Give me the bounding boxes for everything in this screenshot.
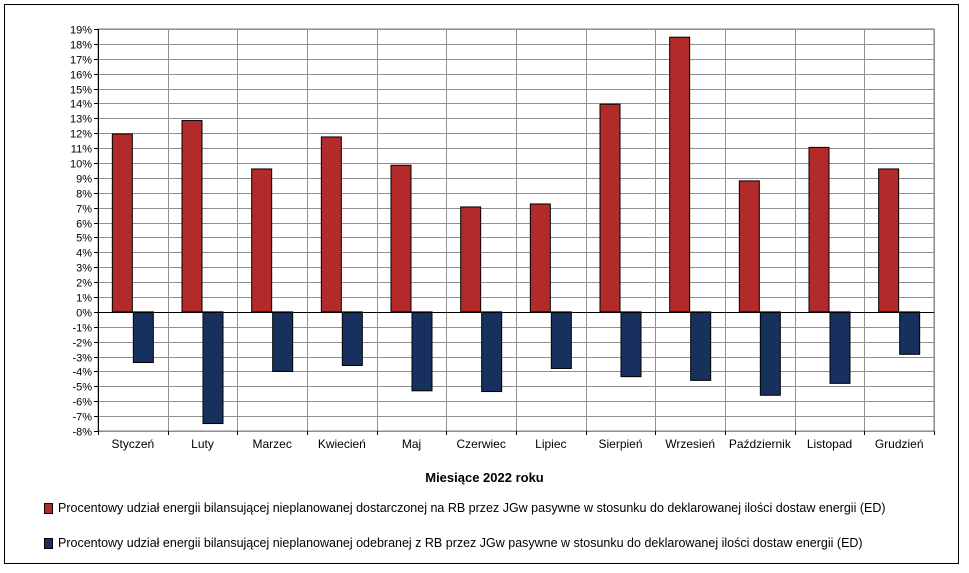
- bar-received: [620, 311, 642, 378]
- bar-delivered: [251, 168, 273, 313]
- bar-delivered: [181, 120, 203, 313]
- bar-delivered: [390, 164, 412, 313]
- bar-delivered: [460, 206, 482, 313]
- bar-delivered: [320, 136, 342, 313]
- y-tick-label: 5%: [76, 233, 92, 245]
- y-tick-label: -3%: [72, 353, 92, 365]
- x-tick-label: Marzec: [252, 437, 291, 451]
- bar-delivered: [878, 168, 900, 313]
- y-tick-label: 10%: [70, 159, 92, 171]
- bar-received: [481, 311, 503, 393]
- bar-received: [759, 311, 781, 396]
- y-tick-label: -4%: [72, 367, 92, 379]
- bar-delivered: [529, 203, 551, 313]
- bar-received: [411, 311, 433, 392]
- legend-label-delivered: Procentowy udział energii bilansującej n…: [58, 501, 886, 515]
- y-tick-label: -5%: [72, 382, 92, 394]
- bar-received: [690, 311, 712, 381]
- y-tick-label: 7%: [76, 204, 92, 216]
- legend-swatch-delivered: [44, 502, 53, 514]
- y-tick-label: -6%: [72, 397, 92, 409]
- bar-received: [272, 311, 294, 372]
- y-tick-label: 13%: [70, 114, 92, 126]
- y-tick-label: 17%: [70, 55, 92, 67]
- x-tick-label: Sierpień: [598, 437, 642, 451]
- y-tick-label: 8%: [76, 189, 92, 201]
- bar-received: [202, 311, 224, 425]
- bar-delivered: [599, 103, 621, 313]
- y-tick-label: -2%: [72, 338, 92, 350]
- y-tick-label: -7%: [72, 412, 92, 424]
- x-tick-label: Maj: [402, 437, 421, 451]
- y-tick-label: -1%: [72, 323, 92, 335]
- legend-swatch-received: [44, 537, 53, 549]
- x-axis-title: Miesiące 2022 roku: [425, 470, 544, 485]
- y-tick-label: 3%: [76, 263, 92, 275]
- legend-item-received: Procentowy udział energii bilansującej n…: [44, 535, 863, 551]
- bar-delivered: [738, 180, 760, 313]
- x-tick-label: Kwiecień: [318, 437, 366, 451]
- y-tick-label: 4%: [76, 248, 92, 260]
- bar-delivered: [669, 36, 691, 313]
- legend-item-delivered: Procentowy udział energii bilansującej n…: [44, 500, 886, 516]
- y-tick-label: 9%: [76, 174, 92, 186]
- y-tick-label: 15%: [70, 85, 92, 97]
- y-tick-label: 1%: [76, 293, 92, 305]
- y-tick-label: 2%: [76, 278, 92, 290]
- x-tick-label: Czerwiec: [456, 437, 505, 451]
- x-tick-label: Luty: [191, 437, 214, 451]
- bar-delivered: [808, 146, 830, 313]
- x-tick-label: Grudzień: [875, 437, 924, 451]
- y-tick-label: 14%: [70, 99, 92, 111]
- y-tick-label: 6%: [76, 219, 92, 231]
- bar-received: [132, 311, 154, 364]
- x-tick-label: Lipiec: [535, 437, 566, 451]
- y-tick-label: 16%: [70, 70, 92, 82]
- y-tick-label: 11%: [71, 144, 92, 156]
- bar-received: [899, 311, 921, 355]
- y-tick-label: 18%: [70, 40, 92, 52]
- x-tick-label: Styczeń: [111, 437, 154, 451]
- x-tick-label: Wrzesień: [665, 437, 715, 451]
- bar-received: [550, 311, 572, 369]
- y-tick-label: 0%: [76, 308, 92, 320]
- bar-received: [341, 311, 363, 366]
- x-tick-label: Październik: [729, 437, 792, 451]
- legend-label-received: Procentowy udział energii bilansującej n…: [58, 536, 863, 550]
- y-tick-label: -8%: [72, 427, 92, 439]
- y-tick-label: 12%: [70, 129, 92, 141]
- bar-delivered: [111, 133, 133, 313]
- bar-received: [829, 311, 851, 384]
- x-tick-label: Listopad: [807, 437, 852, 451]
- y-tick-label: 19%: [70, 25, 92, 37]
